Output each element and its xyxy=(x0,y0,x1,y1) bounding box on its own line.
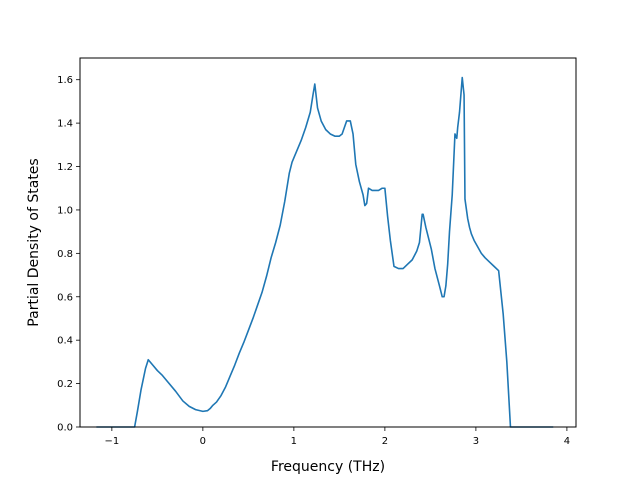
y-tick-label: 1.2 xyxy=(57,162,73,173)
x-tick-label: 1 xyxy=(291,436,297,447)
x-tick-label: −1 xyxy=(104,436,119,447)
y-tick-label: 0.2 xyxy=(57,379,73,390)
y-tick-label: 0.8 xyxy=(57,249,73,260)
x-axis-ticks: −1 0 1 2 3 4 xyxy=(104,427,570,447)
y-axis-ticks: 0.0 0.2 0.4 0.6 0.8 1.0 1.2 1.4 1.6 xyxy=(57,75,80,434)
y-tick-label: 1.0 xyxy=(57,205,73,216)
y-tick-label: 0.0 xyxy=(57,423,73,434)
y-tick-label: 1.4 xyxy=(57,119,73,130)
x-axis-label: Frequency (THz) xyxy=(271,459,385,475)
x-tick-label: 4 xyxy=(564,436,570,447)
x-tick-label: 3 xyxy=(473,436,479,447)
plot-area xyxy=(96,76,554,428)
axes-frame xyxy=(79,57,577,428)
y-axis-label: Partial Density of States xyxy=(26,158,42,326)
series-line-0 xyxy=(96,76,554,428)
y-tick-label: 0.6 xyxy=(57,292,73,303)
x-tick-label: 0 xyxy=(200,436,206,447)
y-tick-label: 1.6 xyxy=(57,75,73,86)
x-tick-label: 2 xyxy=(382,436,388,447)
y-tick-label: 0.4 xyxy=(57,336,73,347)
